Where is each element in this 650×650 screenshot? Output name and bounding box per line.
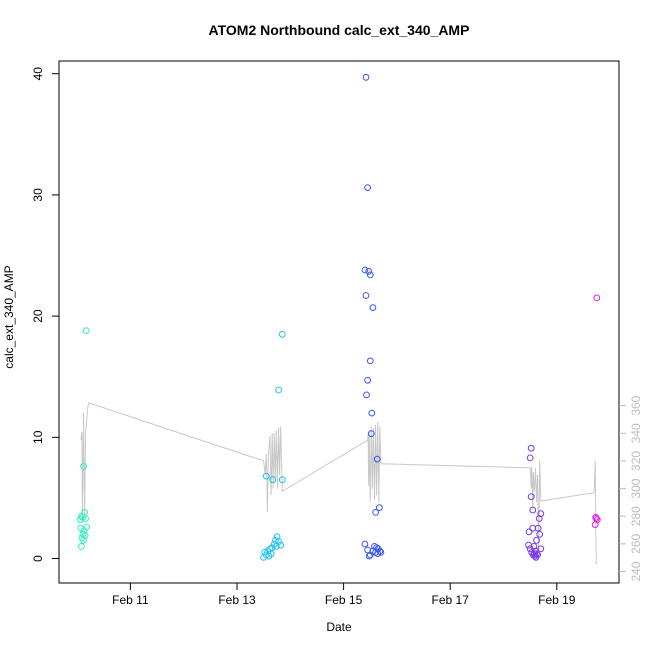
data-point bbox=[525, 528, 533, 536]
y2-tick-label: 340 bbox=[629, 423, 643, 443]
data-point bbox=[593, 294, 601, 302]
secondary-line-group bbox=[80, 402, 597, 565]
data-point bbox=[275, 386, 283, 394]
data-point bbox=[361, 266, 369, 274]
data-point bbox=[361, 540, 369, 548]
data-point bbox=[278, 476, 286, 484]
x-tick-label: Feb 19 bbox=[538, 593, 576, 607]
y-axis-label: calc_ext_340_AMP bbox=[2, 265, 16, 368]
data-point bbox=[526, 454, 534, 462]
data-point bbox=[526, 545, 534, 553]
data-point bbox=[365, 267, 373, 275]
y-tick-label: 30 bbox=[31, 188, 45, 202]
data-point bbox=[367, 430, 375, 438]
x-tick-label: Feb 13 bbox=[218, 593, 256, 607]
data-point bbox=[78, 543, 85, 550]
y-tick-label: 20 bbox=[31, 309, 45, 323]
data-point bbox=[535, 515, 543, 522]
data-point bbox=[374, 550, 382, 558]
y-tick-label: 40 bbox=[31, 67, 45, 81]
data-point bbox=[375, 504, 383, 512]
data-point bbox=[83, 523, 91, 531]
data-point bbox=[529, 506, 537, 514]
y2-tick-label: 360 bbox=[629, 395, 643, 415]
data-point bbox=[366, 271, 374, 279]
x-tick-label: Feb 17 bbox=[432, 593, 470, 607]
plot-frame bbox=[58, 60, 620, 584]
y-tick-label: 0 bbox=[31, 555, 45, 562]
y2-tick-label: 280 bbox=[629, 506, 643, 526]
data-point bbox=[273, 533, 281, 541]
data-point bbox=[362, 73, 370, 81]
axes: Feb 11 Feb 13 Feb 15 Feb 17 Feb 19 0 10 20 30 40 2… bbox=[31, 67, 643, 607]
data-point bbox=[591, 521, 599, 528]
data-point bbox=[366, 357, 374, 365]
data-point bbox=[82, 327, 90, 335]
data-point bbox=[277, 541, 285, 549]
data-point bbox=[262, 472, 270, 480]
data-point bbox=[531, 552, 539, 560]
data-point bbox=[76, 516, 84, 524]
y2-tick-label: 260 bbox=[629, 534, 643, 554]
data-point bbox=[364, 376, 372, 384]
data-point bbox=[527, 444, 535, 452]
y2-tick-label: 240 bbox=[629, 561, 643, 581]
data-point bbox=[527, 493, 535, 501]
data-point bbox=[536, 530, 544, 538]
data-point bbox=[365, 552, 373, 560]
data-point bbox=[533, 536, 540, 544]
data-point bbox=[369, 304, 377, 312]
data-point bbox=[537, 510, 545, 518]
data-point bbox=[372, 509, 380, 516]
x-tick-label: Feb 11 bbox=[112, 593, 149, 607]
data-point bbox=[260, 553, 268, 561]
x-axis-label: Date bbox=[326, 620, 352, 634]
data-point bbox=[532, 553, 540, 561]
data-point bbox=[81, 532, 89, 539]
data-point bbox=[362, 292, 370, 299]
data-point bbox=[377, 549, 385, 556]
y2-tick-label: 320 bbox=[629, 451, 643, 471]
data-point bbox=[278, 330, 286, 338]
data-point bbox=[368, 409, 376, 417]
data-point bbox=[364, 184, 372, 192]
data-point bbox=[363, 391, 370, 399]
data-point bbox=[80, 463, 87, 470]
x-tick-label: Feb 15 bbox=[325, 593, 363, 607]
y-tick-label: 10 bbox=[31, 430, 45, 444]
data-points-group bbox=[76, 73, 601, 561]
data-point bbox=[267, 550, 275, 558]
data-point bbox=[373, 455, 381, 463]
data-point bbox=[269, 476, 277, 484]
secondary-series-line bbox=[80, 402, 597, 565]
data-point bbox=[273, 543, 280, 550]
chart-title: ATOM2 Northbound calc_ext_340_AMP bbox=[209, 22, 470, 38]
data-point bbox=[80, 536, 87, 544]
data-point bbox=[366, 551, 374, 559]
y2-tick-label: 300 bbox=[629, 478, 643, 498]
data-point bbox=[534, 524, 542, 532]
